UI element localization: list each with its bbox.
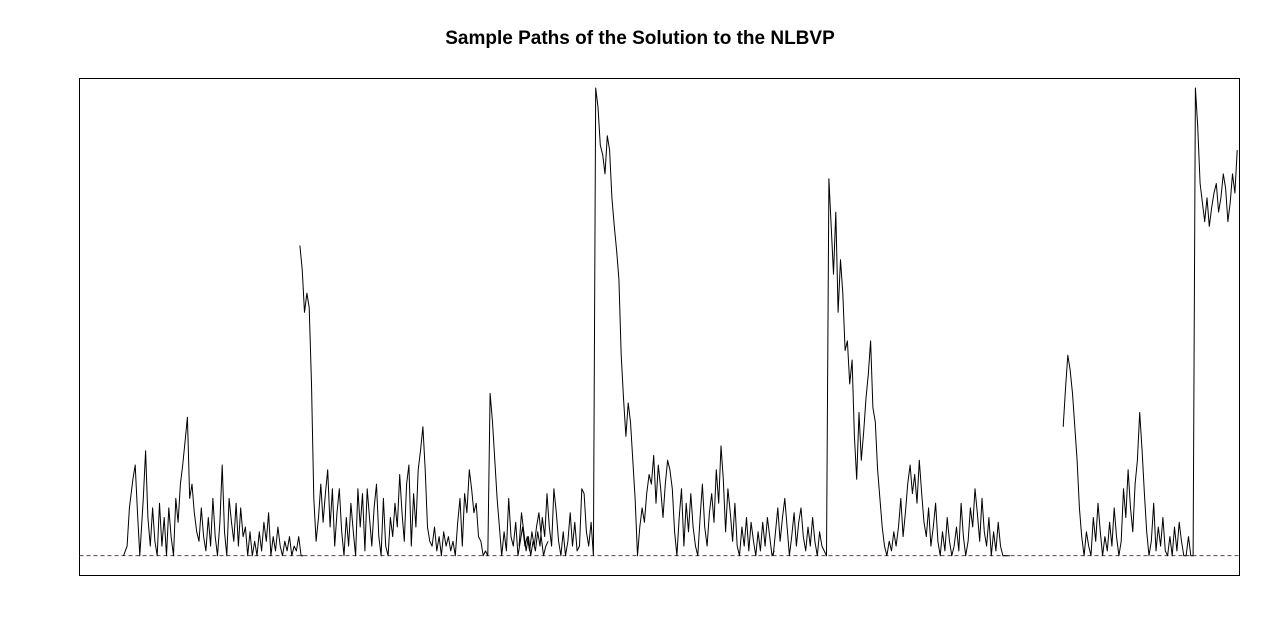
- sample-path-5: [1062, 87, 1238, 557]
- chart-title: Sample Paths of the Solution to the NLBV…: [445, 28, 835, 49]
- plot-frame: [79, 78, 1240, 576]
- series-group: [123, 87, 1238, 557]
- sample-path-2: [299, 245, 549, 557]
- sample-path-1: [123, 416, 304, 557]
- sample-path-3: [518, 87, 775, 557]
- sample-path-4: [772, 178, 1010, 557]
